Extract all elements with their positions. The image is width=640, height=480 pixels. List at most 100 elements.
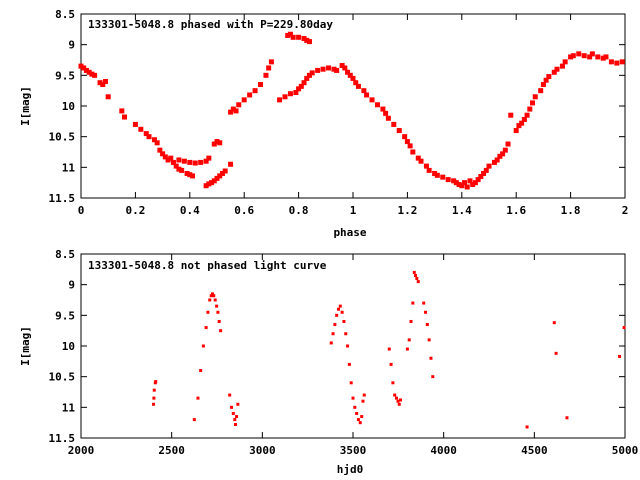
y-tick-label: 9 <box>68 279 75 292</box>
y-tick-label: 8.5 <box>55 8 75 21</box>
data-point <box>306 72 312 78</box>
data-point <box>568 54 574 60</box>
data-point <box>152 388 156 392</box>
data-point <box>385 115 391 121</box>
x-tick-label: 4000 <box>430 444 457 457</box>
data-point <box>263 72 269 78</box>
data-point <box>206 155 212 161</box>
data-point <box>216 310 220 314</box>
data-point <box>228 109 234 115</box>
data-point <box>119 108 125 114</box>
data-point <box>190 173 196 179</box>
data-point <box>241 97 247 103</box>
data-point <box>546 74 552 80</box>
data-point <box>347 72 353 78</box>
data-point <box>407 143 413 149</box>
data-point <box>415 155 421 161</box>
data-point <box>154 140 160 146</box>
data-point <box>268 59 274 65</box>
data-point <box>389 362 393 366</box>
y-tick-label: 11.5 <box>49 432 76 445</box>
data-point <box>353 80 359 86</box>
data-point <box>304 37 310 43</box>
data-point <box>132 121 138 127</box>
data-point <box>361 399 365 403</box>
data-point <box>431 375 435 379</box>
chart-title: 133301-5048.8 not phased light curve <box>88 259 327 272</box>
data-point <box>369 97 375 103</box>
data-point <box>181 158 187 164</box>
data-point <box>532 94 538 100</box>
data-point <box>360 415 364 419</box>
data-point <box>217 319 221 323</box>
data-point <box>409 319 413 323</box>
x-tick-label: 3000 <box>249 444 276 457</box>
data-point <box>306 39 312 45</box>
data-points <box>152 270 626 429</box>
data-point <box>176 166 182 172</box>
data-point <box>383 110 389 116</box>
data-point <box>565 416 569 420</box>
data-point <box>483 167 489 173</box>
data-point <box>608 59 614 65</box>
data-point <box>304 75 310 81</box>
y-axis-label: I[mag] <box>19 86 32 126</box>
data-point <box>184 170 190 176</box>
x-tick-label: 2 <box>622 204 629 217</box>
x-tick-label: 1.4 <box>452 204 472 217</box>
data-point <box>393 393 397 397</box>
data-point <box>209 180 215 186</box>
x-tick-label: 2000 <box>68 444 95 457</box>
data-point <box>296 34 302 40</box>
data-point <box>102 78 108 84</box>
data-point <box>432 170 438 176</box>
data-point <box>440 174 446 180</box>
y-tick-label: 11.5 <box>49 192 76 205</box>
data-point <box>402 134 408 140</box>
data-point <box>211 178 217 184</box>
data-point <box>204 326 208 330</box>
data-point <box>198 159 204 165</box>
data-point <box>424 310 428 314</box>
data-point <box>301 36 307 42</box>
data-point <box>301 80 307 86</box>
data-point <box>486 163 492 169</box>
data-point <box>497 153 503 159</box>
x-tick-label: 0.6 <box>234 204 254 217</box>
data-point <box>203 183 209 189</box>
data-point <box>500 151 506 157</box>
x-tick-label: 2500 <box>158 444 185 457</box>
data-point <box>266 65 272 71</box>
data-point <box>445 177 451 183</box>
data-point <box>173 163 179 169</box>
data-point <box>219 329 223 333</box>
data-point <box>287 31 293 37</box>
data-point <box>459 183 465 189</box>
data-point <box>152 402 156 406</box>
y-tick-label: 8.5 <box>55 248 75 261</box>
data-point <box>472 180 478 186</box>
data-point <box>282 94 288 100</box>
x-tick-label: 1.8 <box>561 204 581 217</box>
data-point <box>212 294 216 298</box>
data-point <box>595 54 601 60</box>
data-point <box>622 326 626 330</box>
data-point <box>230 405 234 409</box>
data-point <box>252 88 258 94</box>
data-point <box>551 69 557 75</box>
data-point <box>614 60 620 66</box>
data-point <box>505 141 511 147</box>
data-point <box>206 310 210 314</box>
data-point <box>209 294 213 298</box>
data-point <box>603 54 609 60</box>
data-point <box>426 167 432 173</box>
data-point <box>589 51 595 57</box>
data-point <box>285 32 291 38</box>
data-point <box>228 161 234 167</box>
data-point <box>97 80 103 86</box>
x-tick-label: 4500 <box>521 444 548 457</box>
data-point <box>530 100 536 106</box>
data-point <box>396 128 402 134</box>
data-point <box>162 154 168 160</box>
